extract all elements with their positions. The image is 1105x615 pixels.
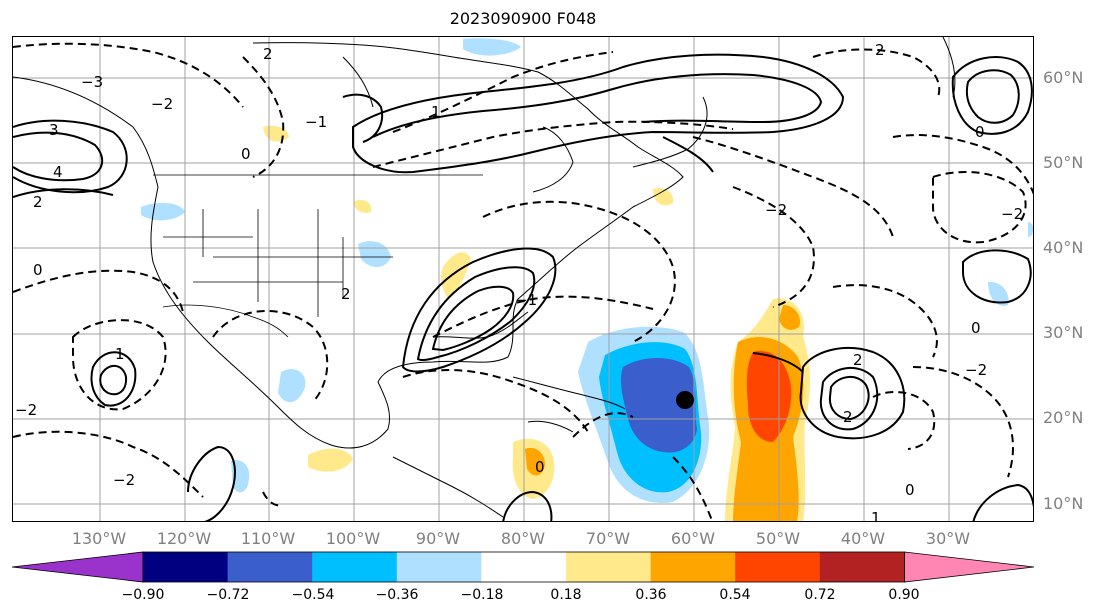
lat-label: 40°N xyxy=(1043,238,1084,257)
contour-label: −1 xyxy=(305,113,327,131)
colorbar-cell xyxy=(566,552,652,582)
colorbar-cell xyxy=(481,552,567,582)
contour-label: −2 xyxy=(113,471,135,489)
contour-label: 2 xyxy=(875,41,885,59)
colorbar-border xyxy=(142,551,905,583)
contour-label: 3 xyxy=(49,121,59,139)
positive-anomaly-region xyxy=(440,252,471,299)
positive-anomaly-region xyxy=(353,200,372,213)
contour-label: 0 xyxy=(241,145,251,163)
negative-anomaly-region xyxy=(988,281,1009,306)
colorbar-cell xyxy=(312,552,398,582)
negative-anomaly-region xyxy=(358,241,391,267)
contour-label: 0 xyxy=(975,123,985,141)
contour-label: −2 xyxy=(965,361,987,379)
map-panel: 2 −2 0 −1 1 4 3 −3 2 0 −2 1 2 −1 0 2 −2 … xyxy=(12,36,1034,522)
positive-anomaly-region xyxy=(308,448,353,472)
contour-lines xyxy=(13,42,1033,521)
negative-anomaly-region xyxy=(141,202,185,221)
contour-label: 2 xyxy=(33,193,43,211)
colorbar-tick-label: −0.72 xyxy=(206,587,250,603)
colorbar-cell xyxy=(227,552,313,582)
lat-label: 10°N xyxy=(1043,494,1084,513)
colorbar-tick-label: 0.90 xyxy=(888,587,920,603)
positive-anomaly-region xyxy=(525,447,545,476)
contour-label: 2 xyxy=(341,285,351,303)
contour-label: 0 xyxy=(33,261,43,279)
lon-label: 40°W xyxy=(840,529,886,548)
colorbar-extend-low xyxy=(11,551,144,583)
contour-label: −1 xyxy=(515,291,537,309)
negative-anomaly-region xyxy=(1028,222,1033,237)
lon-label: 50°W xyxy=(755,529,801,548)
contour-label: 1 xyxy=(871,509,881,522)
positive-anomaly-region xyxy=(779,305,801,330)
lon-label: 60°W xyxy=(670,529,716,548)
colorbar-tick-label: 0.54 xyxy=(719,587,751,603)
lon-label: 30°W xyxy=(925,529,971,548)
colorbar-tick-label: 0.72 xyxy=(804,587,836,603)
contour-label: 2 xyxy=(263,45,273,63)
lon-label: 100°W xyxy=(325,529,381,548)
colorbar-extend-high xyxy=(904,551,1035,583)
colorbar-cell xyxy=(819,552,905,582)
coastlines xyxy=(13,37,956,518)
contour-label: 0 xyxy=(905,481,915,499)
storm-center-marker xyxy=(676,391,694,409)
negative-anomaly-region xyxy=(620,358,697,453)
contour-label: 0 xyxy=(971,319,981,337)
lat-label: 20°N xyxy=(1043,408,1084,427)
graticule xyxy=(13,37,1033,521)
colorbar-tick-label: 0.18 xyxy=(550,587,582,603)
lat-label: 50°N xyxy=(1043,153,1084,172)
map-title: 2023090900 F048 xyxy=(449,9,597,28)
lon-label: 130°W xyxy=(71,529,127,548)
lon-label: 80°W xyxy=(500,529,546,548)
colorbar-tick-label: −0.18 xyxy=(460,587,504,603)
negative-anomaly-region xyxy=(278,369,306,403)
lon-label: 120°W xyxy=(156,529,212,548)
contour-label: 4 xyxy=(53,163,63,181)
lon-label: 70°W xyxy=(585,529,631,548)
contour-label: 2 xyxy=(843,408,853,426)
lon-label: 90°W xyxy=(415,529,461,548)
contour-label: 1 xyxy=(115,345,125,363)
colorbar-tick-label: 0.36 xyxy=(635,587,667,603)
colorbar-tick-label: −0.36 xyxy=(375,587,419,603)
contour-label: 2 xyxy=(853,351,863,369)
contour-label-layer: 2 −2 0 −1 1 4 3 −3 2 0 −2 1 2 −1 0 2 −2 … xyxy=(15,41,1023,522)
contour-label: −2 xyxy=(15,401,37,419)
colorbar-tick-label: −0.90 xyxy=(121,587,165,603)
negative-anomaly-region xyxy=(463,38,521,56)
colorbar-cell xyxy=(650,552,736,582)
shading-layer xyxy=(141,38,1033,521)
lat-label: 60°N xyxy=(1043,68,1084,87)
contour-label: −2 xyxy=(1001,205,1023,223)
contour-label: −2 xyxy=(151,95,173,113)
colorbar-tick-label: −0.54 xyxy=(291,587,335,603)
colorbar-cell xyxy=(396,552,482,582)
contour-label: −3 xyxy=(81,73,103,91)
positive-anomaly-region xyxy=(653,187,674,206)
colorbar-cell xyxy=(143,552,229,582)
lon-label: 110°W xyxy=(240,529,296,548)
contour-label: 0 xyxy=(535,458,545,476)
contour-label: −2 xyxy=(765,201,787,219)
colorbar-cell xyxy=(735,552,821,582)
lat-label: 30°N xyxy=(1043,323,1084,342)
positive-anomaly-region xyxy=(263,125,289,142)
contour-label: 1 xyxy=(431,103,441,121)
colorbar xyxy=(11,551,1035,583)
